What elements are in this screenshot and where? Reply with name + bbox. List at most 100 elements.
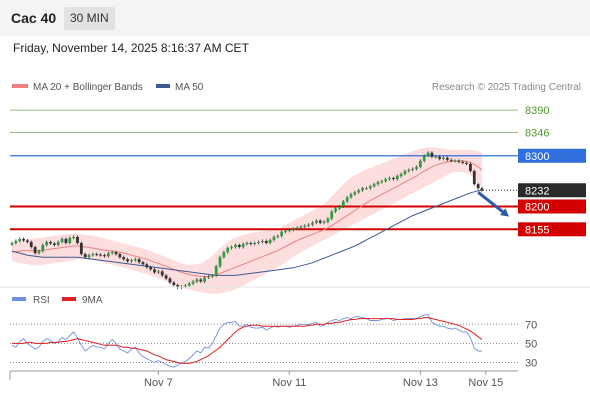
timeframe-button[interactable]: 30 MIN: [64, 7, 115, 30]
candle: [68, 236, 72, 245]
candle: [91, 252, 95, 257]
candle-body: [314, 220, 318, 223]
candle: [264, 239, 268, 245]
candle-body: [103, 255, 106, 257]
candle-body: [79, 242, 83, 255]
candle: [403, 169, 407, 176]
candle-body: [191, 281, 195, 284]
candle: [26, 238, 29, 244]
candles-layer: [10, 151, 509, 290]
candle: [426, 151, 430, 158]
candle-body: [118, 254, 122, 258]
moving-average-layer: [11, 160, 483, 277]
ma20-legend-swatch: [12, 84, 28, 88]
candle-body: [164, 275, 168, 279]
candle-body: [149, 267, 153, 270]
candle-body: [465, 162, 468, 164]
candle-body: [87, 255, 91, 258]
candle: [160, 269, 164, 277]
candle-body: [72, 236, 76, 238]
legend: MA 20 + Bollinger Bands MA 50 Research ©…: [12, 82, 581, 93]
candle: [326, 217, 330, 224]
candle: [388, 176, 391, 181]
candle: [18, 237, 22, 243]
candle: [411, 167, 415, 172]
candle-body: [52, 243, 56, 246]
candle: [442, 156, 445, 161]
candle-body: [334, 208, 338, 212]
candle: [418, 159, 422, 169]
candle: [133, 257, 137, 262]
candle-body: [168, 278, 172, 283]
candle-body: [295, 227, 299, 229]
candle-body: [287, 229, 291, 231]
candle: [72, 235, 76, 240]
candle-body: [172, 282, 176, 286]
level-label-8390: 8390: [525, 105, 549, 117]
candle-body: [349, 194, 353, 198]
bollinger-band-layer: [12, 147, 482, 294]
last-price-box: [518, 183, 586, 198]
candle-body: [380, 181, 384, 183]
candle: [365, 186, 368, 190]
candle-body: [106, 253, 110, 257]
candle: [268, 238, 272, 245]
candle: [438, 155, 442, 161]
candle-body: [10, 242, 14, 245]
level-box-8300: [518, 148, 586, 163]
candle: [87, 253, 91, 259]
rsi-legend-label: RSI: [33, 295, 50, 306]
candle: [126, 257, 129, 263]
candle: [106, 251, 110, 258]
candle-body: [56, 241, 60, 246]
candle: [376, 180, 380, 186]
candle-body: [160, 271, 164, 276]
x-axis: Nov 7 Nov 11 Nov 13 Nov 15: [9, 370, 518, 389]
rsi-line: [11, 314, 482, 368]
candle-body: [245, 242, 249, 244]
candle-body: [241, 244, 245, 248]
candle-body: [207, 276, 210, 278]
x-tick-label: Nov 15: [468, 377, 503, 389]
candle: [226, 246, 230, 254]
candle-body: [299, 226, 303, 228]
candle: [29, 240, 33, 249]
level-label-8200: 8200: [525, 201, 549, 213]
candle: [187, 282, 191, 288]
candle-body: [280, 231, 284, 236]
candle-body: [415, 166, 418, 169]
candle-body: [91, 254, 95, 256]
candle: [361, 186, 364, 192]
candle: [368, 184, 372, 190]
candle: [218, 255, 222, 268]
forecast-arrow-shaft: [477, 191, 506, 215]
candle: [311, 221, 314, 227]
candle: [164, 273, 168, 280]
candle: [314, 219, 318, 225]
candle-body: [237, 245, 241, 248]
candle: [453, 159, 457, 163]
candle: [480, 186, 484, 192]
candle: [241, 242, 245, 249]
candle-body: [442, 157, 445, 159]
candle: [60, 237, 64, 244]
candle-body: [326, 218, 330, 222]
candle: [341, 199, 345, 208]
candle-body: [469, 163, 472, 171]
candle: [33, 245, 37, 255]
candle-body: [145, 264, 149, 268]
candle-body: [68, 237, 72, 243]
candle-body: [26, 240, 29, 242]
candle: [153, 267, 156, 274]
level-label-8346: 8346: [525, 127, 549, 139]
candle: [214, 264, 218, 277]
candle: [110, 250, 114, 255]
candle-body: [391, 178, 395, 180]
rsi-legend-swatch: [12, 297, 26, 301]
candle: [253, 241, 257, 246]
candle: [56, 240, 60, 247]
candle: [95, 252, 99, 257]
candle: [234, 243, 237, 249]
candle-body: [130, 260, 133, 262]
